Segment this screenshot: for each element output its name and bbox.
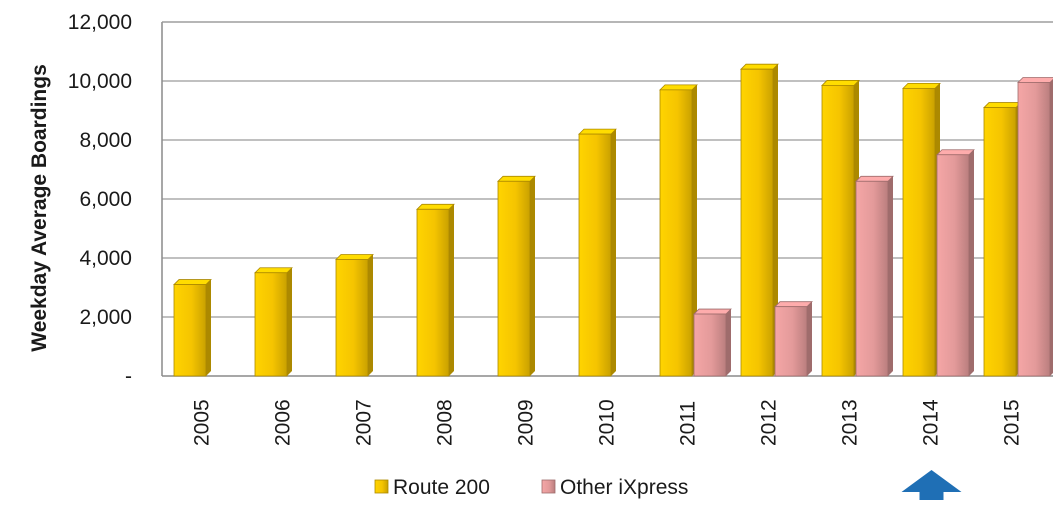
x-tick-label: 2008 [434,399,457,446]
bar-top-face [902,82,941,89]
bar-front-face [774,306,808,377]
x-tick-label: 2014 [920,399,943,446]
legend-swatch [541,479,556,494]
bar-route-200 [578,128,617,377]
bar-front-face [578,133,612,377]
bar-top-face [774,301,813,308]
annotation-arrow [901,470,962,500]
bar-top-face [497,175,536,182]
bar-side-face [530,176,535,376]
bar-front-face [693,313,727,377]
bar-route-200 [254,267,293,377]
legend-swatch [374,479,389,494]
x-tick-label: 2009 [515,399,538,446]
bar-other-ixpress [936,149,975,377]
bar-top-face [578,128,617,135]
bar-side-face [1050,79,1053,376]
bar-route-200 [983,102,1022,377]
x-tick-label: 2007 [353,399,376,446]
bar-route-200 [416,203,455,377]
bar-front-face [902,87,936,377]
bar-front-face [659,89,693,377]
bar-front-face [983,107,1017,377]
y-tick-label: - [125,365,132,388]
bar-side-face [726,309,731,376]
y-tick-label: 10,000 [68,70,132,93]
bar-side-face [611,129,616,376]
bar-other-ixpress [1017,77,1053,377]
bar-top-face [173,279,212,285]
bar-other-ixpress [855,175,894,377]
bar-top-face [855,175,894,182]
bar-front-face [1017,82,1051,377]
bar-side-face [206,279,211,376]
y-tick-label: 4,000 [79,247,132,270]
bar-side-face [692,84,697,376]
bar-route-200 [659,84,698,377]
y-tick-label: 6,000 [79,188,132,211]
bar-top-face [659,84,698,91]
y-axis-label: Weekday Average Boardings [28,64,51,352]
bars [173,63,1053,377]
bar-front-face [416,208,450,377]
bar-top-face [936,149,975,156]
bar-other-ixpress [693,308,732,377]
up-arrow-icon [901,470,962,500]
x-tick-label: 2010 [596,399,619,446]
bar-front-face [855,180,889,377]
legend: Route 200 Other iXpress [374,476,688,499]
bar-side-face [287,267,292,376]
bar-top-face [693,308,732,315]
bar-route-200 [335,254,374,377]
legend-item: Other iXpress [541,476,688,499]
bar-other-ixpress [774,301,813,377]
bar-top-face [335,254,374,260]
legend-label: Other iXpress [560,476,688,499]
bar-route-200 [740,63,779,377]
legend-label: Route 200 [393,476,490,499]
bar-route-200 [497,175,536,377]
bar-front-face [497,180,531,377]
tick-labels: - 2,000 4,000 6,000 8,000 10,000 12,000 2005 200… [68,11,1024,446]
y-tick-label: 8,000 [79,129,132,152]
y-tick-label: 12,000 [68,11,132,34]
bar-side-face [969,149,974,376]
bar-front-face [335,259,369,377]
legend-item: Route 200 [374,476,490,499]
x-tick-label: 2012 [758,399,781,446]
bar-front-face [740,68,774,377]
bar-side-face [773,64,778,376]
bar-side-face [449,204,454,376]
bar-front-face [254,272,288,377]
x-tick-label: 2005 [191,399,214,446]
bar-top-face [416,203,455,210]
bar-route-200 [821,80,860,377]
bar-top-face [1017,77,1053,83]
bar-front-face [936,154,970,377]
bar-side-face [368,254,373,376]
bar-side-face [888,176,893,376]
x-tick-label: 2015 [1001,399,1024,446]
x-tick-label: 2011 [677,401,700,446]
x-tick-label: 2013 [839,399,862,446]
x-tick-label: 2006 [272,399,295,446]
bar-top-face [254,267,293,274]
bar-front-face [173,284,207,377]
bar-route-200 [173,279,212,377]
bar-route-200 [902,82,941,377]
bar-top-face [983,102,1022,108]
y-tick-label: 2,000 [79,306,132,329]
bar-top-face [740,63,779,70]
bar-top-face [821,80,860,86]
bar-side-face [807,301,812,376]
bar-front-face [821,85,855,377]
